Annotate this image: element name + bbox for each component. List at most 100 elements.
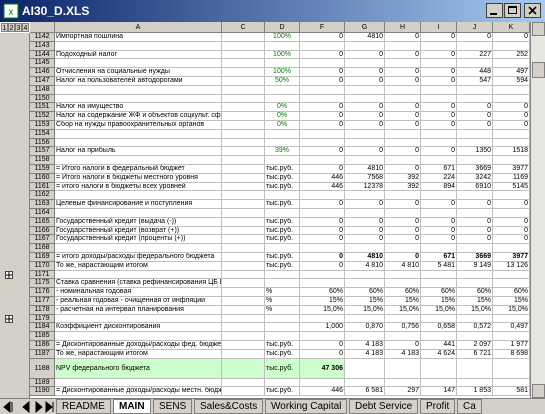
row-number[interactable]: 1164 — [30, 209, 55, 218]
cell-value: 227 — [457, 50, 493, 60]
window-controls[interactable] — [486, 3, 542, 19]
row-number[interactable]: 1184 — [30, 323, 55, 333]
column-header[interactable]: G — [345, 22, 385, 33]
cell-value: 1 977 — [493, 341, 530, 350]
row-number[interactable]: 1162 — [30, 191, 55, 201]
cell-value: 0 — [385, 235, 421, 245]
row-number[interactable]: 1160 — [30, 173, 55, 183]
sheet-tab[interactable]: MAIN — [113, 399, 151, 414]
row-number[interactable]: 1157 — [30, 147, 55, 157]
row-number[interactable]: 1159 — [30, 165, 55, 174]
column-header[interactable]: F — [300, 22, 345, 33]
row-number[interactable]: 1177 — [30, 297, 55, 306]
column-header[interactable]: C — [222, 22, 265, 33]
row-number[interactable]: 1153 — [30, 121, 55, 130]
cell-value: 0 — [385, 253, 421, 262]
column-header[interactable]: J — [457, 22, 493, 33]
cell-c — [222, 297, 265, 306]
row-number[interactable]: 1178 — [30, 305, 55, 315]
cell-value — [493, 85, 530, 95]
cell-value — [345, 85, 385, 95]
row-number[interactable]: 1152 — [30, 112, 55, 121]
cell-value — [385, 244, 421, 253]
tab-scroll-buttons[interactable] — [2, 401, 54, 413]
row-number[interactable]: 1171 — [30, 270, 55, 280]
cell-value: 0 — [345, 235, 385, 245]
row-number[interactable]: 1156 — [30, 138, 55, 148]
cell-d — [265, 378, 300, 388]
cell-value: 3669 — [457, 253, 493, 262]
row-number[interactable]: 1148 — [30, 85, 55, 95]
sheet-tab[interactable]: Sales&Costs — [194, 399, 264, 414]
cell-value: 1 853 — [457, 387, 493, 397]
row-number[interactable]: 1179 — [30, 314, 55, 324]
row-number[interactable]: 1176 — [30, 288, 55, 297]
row-number[interactable]: 1170 — [30, 261, 55, 271]
cell-value: 4 810 — [385, 261, 421, 271]
cell-value — [421, 358, 457, 379]
row-number[interactable]: 1189 — [30, 378, 55, 388]
outline-expand-button[interactable] — [5, 314, 13, 323]
row-number[interactable]: 1187 — [30, 349, 55, 359]
row-number[interactable]: 1147 — [30, 77, 55, 86]
cell-value: 0 — [300, 50, 345, 60]
outline-level-button[interactable]: 1 — [1, 23, 8, 32]
cell-value: 60% — [457, 288, 493, 297]
cell-value: 0 — [493, 217, 530, 227]
row-number[interactable]: 1168 — [30, 244, 55, 253]
cell-a: - номинальная годовая — [55, 288, 222, 297]
row-number[interactable]: 1144 — [30, 50, 55, 60]
row-number[interactable]: 1142 — [30, 33, 55, 42]
cell-a — [55, 332, 222, 341]
cell-a: То же, нарастающим итогом — [55, 261, 222, 271]
column-header[interactable]: D — [265, 22, 300, 33]
sheet-tab[interactable]: Debt Service — [349, 399, 419, 414]
sheet-tab[interactable]: README — [56, 399, 111, 414]
cell-c — [222, 323, 265, 333]
row-number[interactable]: 1169 — [30, 253, 55, 262]
row-number[interactable]: 1151 — [30, 103, 55, 113]
sheet-tab[interactable]: Profit — [420, 399, 456, 414]
outline-level-button[interactable]: 2 — [8, 23, 15, 32]
cell-value — [421, 279, 457, 289]
row-number[interactable]: 1185 — [30, 332, 55, 341]
column-header[interactable]: H — [385, 22, 421, 33]
outline-level-button[interactable]: 4 — [22, 23, 29, 32]
vertical-scrollbar[interactable] — [530, 22, 545, 399]
cell-value — [457, 378, 493, 388]
row-number[interactable]: 1163 — [30, 200, 55, 209]
row-number[interactable]: 1167 — [30, 235, 55, 245]
row-number[interactable]: 1186 — [30, 341, 55, 350]
cell-d — [265, 244, 300, 253]
row-number[interactable]: 1146 — [30, 68, 55, 77]
cell-value: 0 — [421, 121, 457, 130]
row-number[interactable]: 1188 — [30, 358, 55, 379]
cell-a — [55, 209, 222, 218]
row-number[interactable]: 1158 — [30, 156, 55, 165]
cell-value: 0 — [385, 217, 421, 227]
outline-expand-button[interactable] — [5, 270, 13, 279]
cell-value: 581 — [493, 387, 530, 397]
row-number[interactable]: 1175 — [30, 279, 55, 289]
cell-value — [300, 270, 345, 280]
cell-value: 0 — [421, 226, 457, 236]
cell-value — [421, 85, 457, 95]
cell-value: 3669 — [457, 165, 493, 174]
cell-a: Налог на содержание ЖФ и объектов соцкул… — [55, 112, 222, 121]
cell-value: 0 — [385, 68, 421, 77]
row-number[interactable]: 1165 — [30, 217, 55, 227]
row-number[interactable]: 1143 — [30, 41, 55, 51]
sheet-tab[interactable]: SENS — [153, 399, 193, 414]
row-number[interactable]: 1190 — [30, 387, 55, 397]
row-number[interactable]: 1161 — [30, 182, 55, 192]
row-number[interactable]: 1150 — [30, 94, 55, 104]
sheet-tab[interactable]: Ca — [457, 399, 482, 414]
sheet-tab[interactable]: Working Capital — [265, 399, 348, 414]
row-number[interactable]: 1154 — [30, 129, 55, 139]
row-number[interactable]: 1145 — [30, 59, 55, 69]
outline-level-button[interactable]: 3 — [15, 23, 22, 32]
column-header[interactable]: K — [493, 22, 530, 33]
row-number[interactable]: 1166 — [30, 226, 55, 236]
column-header[interactable]: A — [55, 22, 222, 33]
column-header[interactable]: I — [421, 22, 457, 33]
